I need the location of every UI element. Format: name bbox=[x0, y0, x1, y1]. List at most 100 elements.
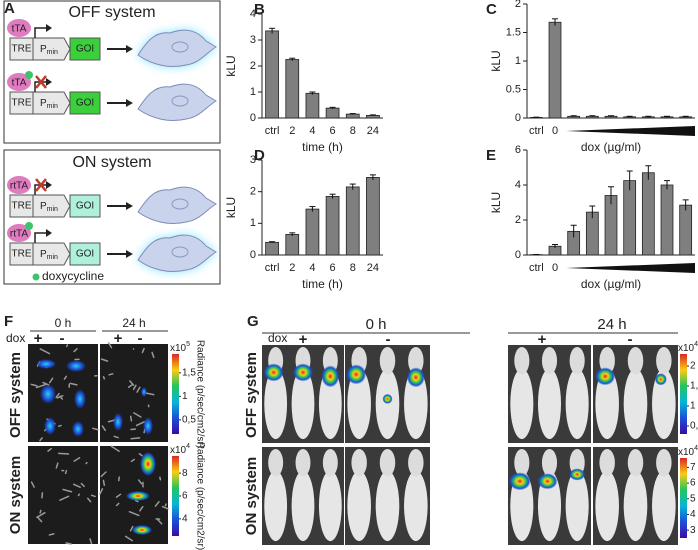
x-tick-label: 6 bbox=[330, 125, 336, 137]
time-label: 0 h bbox=[55, 316, 72, 330]
x-tick-label: 2 bbox=[289, 262, 295, 274]
colorbar-tick-label: 1,5 bbox=[690, 381, 698, 392]
pmin-p: P bbox=[40, 98, 47, 109]
bar bbox=[325, 196, 340, 256]
colorbar-tick-label: 1 bbox=[182, 391, 188, 402]
y-tick-label: 1 bbox=[250, 217, 256, 229]
mouse-head bbox=[599, 448, 615, 477]
gene-label: GOI bbox=[76, 201, 94, 212]
mouse-head bbox=[379, 448, 396, 477]
panel-letter: A bbox=[4, 0, 15, 17]
nucleus bbox=[171, 198, 189, 210]
mouse-head bbox=[379, 346, 396, 375]
dox-state: + bbox=[114, 330, 123, 347]
image bbox=[100, 344, 168, 442]
tissue bbox=[92, 427, 99, 431]
tissue bbox=[124, 535, 133, 542]
image bbox=[28, 446, 98, 544]
x-tick-label: 8 bbox=[350, 125, 356, 137]
dox-label: dox bbox=[268, 331, 287, 345]
tissue bbox=[65, 542, 72, 545]
mouse-head bbox=[656, 448, 672, 477]
dox-state: - bbox=[628, 331, 633, 348]
y-tick-label: 4 bbox=[250, 8, 256, 20]
tissue bbox=[141, 347, 145, 354]
off-box bbox=[3, 0, 221, 144]
row-label: ON system bbox=[243, 457, 260, 535]
x-tick-label: 0 bbox=[552, 125, 558, 137]
tissue bbox=[39, 437, 43, 442]
signal bbox=[40, 384, 56, 404]
row-label: OFF system bbox=[7, 352, 24, 438]
bar bbox=[265, 241, 279, 256]
promoter-label: TRE bbox=[12, 249, 32, 260]
gene bbox=[69, 242, 101, 266]
tissue bbox=[113, 435, 119, 439]
cell bbox=[137, 186, 217, 225]
panel-letter: D bbox=[254, 147, 265, 164]
x-axis-label: time (h) bbox=[302, 277, 343, 291]
tissue bbox=[159, 476, 162, 481]
colorbar-tick-label: 1 bbox=[690, 401, 696, 412]
mouse-body bbox=[510, 368, 534, 440]
signal bbox=[126, 491, 150, 501]
tx-arrow bbox=[34, 27, 46, 38]
gene bbox=[69, 194, 101, 218]
mouse-body bbox=[291, 470, 315, 542]
y-tick-label: 0 bbox=[250, 249, 256, 261]
x-tick-label: 4 bbox=[309, 262, 315, 274]
signal bbox=[293, 363, 313, 382]
colorbar bbox=[172, 456, 179, 536]
tissue bbox=[89, 538, 93, 545]
tissue bbox=[132, 384, 137, 391]
cell bbox=[137, 83, 217, 122]
tissue bbox=[154, 500, 160, 507]
y-tick-label: 4 bbox=[515, 179, 521, 191]
colorbar bbox=[680, 354, 687, 434]
bar bbox=[285, 234, 300, 256]
mouse-head bbox=[656, 346, 672, 375]
time-label: 24 h bbox=[597, 316, 626, 333]
colorbar-title: Radiance (p/sec/cm2/sr) bbox=[194, 442, 205, 550]
mouse-body bbox=[623, 368, 648, 440]
tissue bbox=[138, 453, 143, 457]
pmin-p: P bbox=[40, 249, 47, 260]
system-title: ON system bbox=[72, 154, 151, 171]
colorbar-scale: x105 bbox=[170, 341, 190, 354]
mouse-head bbox=[569, 346, 585, 375]
y-tick-label: 2 bbox=[515, 214, 521, 226]
gene-label: GOI bbox=[76, 98, 94, 109]
signal bbox=[36, 359, 56, 369]
factor bbox=[7, 176, 31, 194]
signal bbox=[143, 417, 153, 435]
pmin-p: P bbox=[40, 201, 47, 212]
tissue bbox=[72, 483, 81, 488]
tissue bbox=[127, 383, 134, 388]
x-tick-label: ctrl bbox=[529, 262, 544, 274]
pmin-sub: min bbox=[47, 254, 58, 261]
tissue bbox=[30, 383, 38, 387]
nucleus bbox=[171, 246, 189, 258]
mouse-head bbox=[295, 448, 311, 477]
tissue bbox=[62, 488, 73, 493]
y-axis-label: kLU bbox=[224, 55, 238, 76]
gene bbox=[69, 37, 101, 61]
colorbar-tick-label: 0,5 bbox=[182, 415, 196, 426]
tissue bbox=[133, 412, 142, 418]
tissue bbox=[48, 377, 54, 384]
signal bbox=[113, 413, 123, 431]
signal bbox=[132, 525, 152, 535]
dox-dot bbox=[25, 222, 33, 230]
time-label: 0 h bbox=[366, 316, 387, 333]
mouse-head bbox=[514, 346, 530, 375]
pmin-label: Pmin bbox=[40, 201, 58, 213]
tissue bbox=[135, 421, 146, 427]
pmin bbox=[32, 242, 71, 266]
mouse-head bbox=[627, 346, 644, 375]
dox-state: - bbox=[138, 330, 143, 347]
mouse-body bbox=[404, 368, 428, 440]
time-label: 24 h bbox=[122, 316, 145, 330]
x-tick-label: 6 bbox=[330, 262, 336, 274]
tissue bbox=[36, 516, 43, 523]
tissue bbox=[73, 348, 78, 353]
